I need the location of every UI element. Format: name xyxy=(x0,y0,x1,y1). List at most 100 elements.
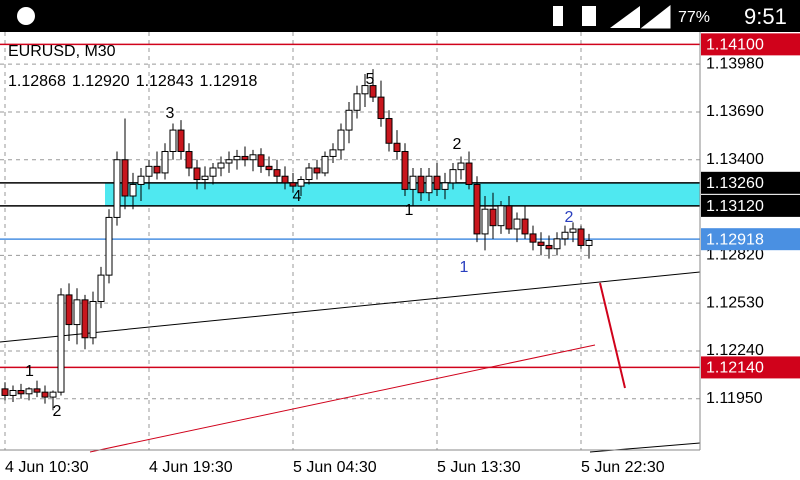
wave-label: 4 xyxy=(293,188,302,205)
candle-body xyxy=(585,240,593,246)
candle-body xyxy=(33,388,41,393)
level-label: 1.13260 xyxy=(706,175,764,192)
candle-body xyxy=(273,169,281,177)
candle-body xyxy=(225,159,233,164)
candle-body xyxy=(329,149,337,157)
candle-body xyxy=(353,93,361,111)
chart: EURUSD, M30 1.12868 1.12920 1.12843 1.12918… xyxy=(0,32,800,480)
candle-body xyxy=(297,179,305,187)
candle-body xyxy=(401,150,409,190)
candle-body xyxy=(305,167,313,181)
y-tick-label: 1.12820 xyxy=(706,247,764,264)
signal-icon-2 xyxy=(640,4,671,29)
candle-body xyxy=(281,175,289,184)
candle-body xyxy=(289,182,297,187)
candle-body xyxy=(265,165,273,171)
x-tick-label: 4 Jun 19:30 xyxy=(149,459,233,476)
doc-icon xyxy=(582,6,596,26)
candle-body xyxy=(529,233,537,243)
wave-label: 1 xyxy=(25,363,34,380)
candle-body xyxy=(1,388,9,396)
candle-body xyxy=(449,169,457,184)
candle-body xyxy=(217,162,225,169)
level-box xyxy=(701,194,800,217)
candle-body xyxy=(17,389,25,395)
candle-body xyxy=(313,167,321,174)
wave-label: 2 xyxy=(453,136,462,153)
candle-body xyxy=(489,208,497,227)
status-bar: 77% 9:51 xyxy=(0,0,800,32)
candle-body xyxy=(393,142,401,152)
y-tick-label: 1.13980 xyxy=(706,55,764,72)
candle-body xyxy=(161,150,169,174)
candle-body xyxy=(441,182,449,190)
candle-body xyxy=(97,274,105,302)
ohlc: 1.12868 1.12920 1.12843 1.12918 xyxy=(8,73,257,90)
candle-body xyxy=(49,391,57,398)
candle-body xyxy=(9,389,17,396)
level-label: 1.12140 xyxy=(706,360,764,377)
wave-label: 2 xyxy=(565,209,574,226)
level-label: 1.12918 xyxy=(706,231,764,248)
candle-body xyxy=(41,391,49,398)
candle-body xyxy=(25,388,33,395)
wave-label: 1 xyxy=(405,202,414,219)
wave-label: 1 xyxy=(460,259,469,276)
candle-body xyxy=(153,165,161,174)
low: 1.12843 xyxy=(136,73,194,90)
y-tick-label: 1.13690 xyxy=(706,103,764,120)
level-box xyxy=(701,356,800,379)
candle-body xyxy=(321,155,329,174)
candle-body xyxy=(425,175,433,194)
candle-body xyxy=(121,159,129,197)
candle-body xyxy=(497,205,505,227)
candle-body xyxy=(81,299,89,339)
candle-body xyxy=(57,294,65,393)
candle-body xyxy=(345,109,353,131)
y-tick-label: 1.12240 xyxy=(706,342,764,359)
candle-body xyxy=(553,238,561,250)
candle-body xyxy=(185,150,193,169)
candle-body xyxy=(481,208,489,235)
y-tick-label: 1.12530 xyxy=(706,294,764,311)
trend-line xyxy=(0,271,701,343)
candle-body xyxy=(73,299,81,326)
candle-body xyxy=(505,205,513,230)
trend-line xyxy=(599,282,626,389)
app-icon xyxy=(17,7,35,25)
candle-body xyxy=(65,294,73,326)
wave-label: 2 xyxy=(53,403,62,420)
candle-body xyxy=(417,175,425,194)
candle-body xyxy=(105,216,113,276)
candle-body xyxy=(169,129,177,152)
y-tick-label: 1.13400 xyxy=(706,151,764,168)
x-tick-label: 5 Jun 13:30 xyxy=(437,459,521,476)
candle-body xyxy=(513,218,521,230)
candle-body xyxy=(369,85,377,98)
trend-line xyxy=(89,344,596,453)
candle-body xyxy=(201,175,209,181)
open: 1.12868 xyxy=(8,73,66,90)
candle-body xyxy=(113,159,121,218)
high: 1.12920 xyxy=(72,73,130,90)
candle-body xyxy=(473,183,481,235)
candle-body xyxy=(385,118,393,144)
candle-body xyxy=(233,155,241,161)
close: 1.12918 xyxy=(200,73,258,90)
candle-body xyxy=(249,154,257,161)
x-tick-label: 5 Jun 04:30 xyxy=(293,459,377,476)
candle-body xyxy=(457,162,465,171)
candle-body xyxy=(577,228,585,246)
candle-body xyxy=(433,175,441,190)
candle-body xyxy=(209,167,217,177)
candle-body xyxy=(129,183,137,197)
x-tick-label: 4 Jun 10:30 xyxy=(5,459,89,476)
zone xyxy=(105,182,700,206)
candle-body xyxy=(137,175,145,185)
level-box xyxy=(701,33,800,56)
candle-body xyxy=(337,129,345,151)
battery: 77% xyxy=(678,9,710,26)
candle-body xyxy=(257,154,265,167)
level-label: 1.14100 xyxy=(706,37,764,54)
